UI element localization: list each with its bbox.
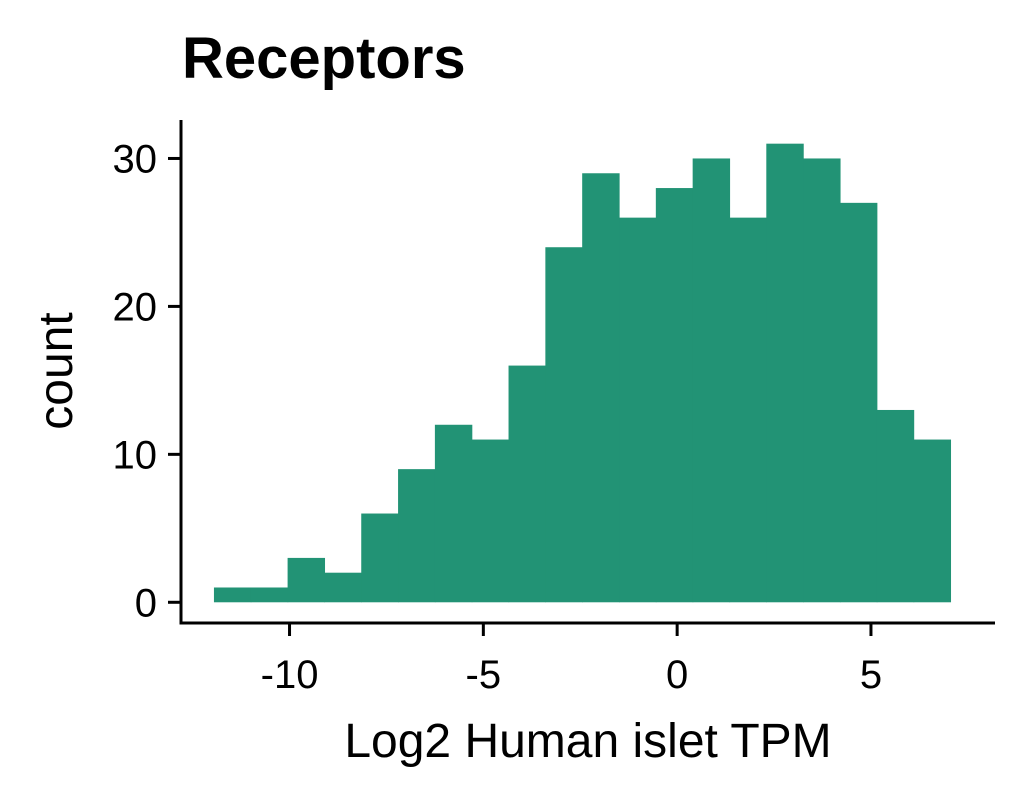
x-axis-title: Log2 Human islet TPM [344,715,831,768]
histogram-bar-7 [471,439,510,603]
histogram-bar-1 [250,587,289,603]
y-axis-ticks: 0 10 20 30 [113,137,181,625]
histogram-bar-19 [913,439,952,603]
histogram-bar-10 [582,173,620,603]
x-tick-label-0: -10 [261,653,319,697]
x-tick-label-1: -5 [466,653,502,697]
y-tick-label-3: 30 [113,137,158,181]
histogram-bar-11 [619,217,657,603]
histogram-bar-9 [545,247,583,603]
histogram-bar-13 [692,158,731,603]
y-tick-label-1: 10 [113,433,158,477]
histogram-bar-18 [876,409,915,603]
histogram-bar-3 [324,572,362,603]
histogram-bar-6 [434,424,473,603]
y-tick-label-2: 20 [113,285,158,329]
histogram-bar-0 [213,587,252,603]
histogram-bar-5 [398,469,436,603]
x-tick-label-3: 5 [860,653,882,697]
histogram-bar-2 [287,557,326,603]
histogram-bar-12 [655,188,694,603]
histogram-bar-4 [361,513,399,603]
histogram-bars [213,143,952,603]
histogram-bar-16 [803,158,841,603]
histogram-bar-14 [729,217,767,603]
histogram-bar-15 [766,143,804,603]
x-tick-label-2: 0 [666,653,688,697]
chart-title: Receptors [182,26,466,91]
y-tick-label-0: 0 [135,581,157,625]
histogram-bar-17 [839,202,878,603]
x-axis-ticks: -10 -5 0 5 [261,623,882,697]
y-axis-title: count [30,312,83,429]
histogram-bar-8 [508,365,546,603]
